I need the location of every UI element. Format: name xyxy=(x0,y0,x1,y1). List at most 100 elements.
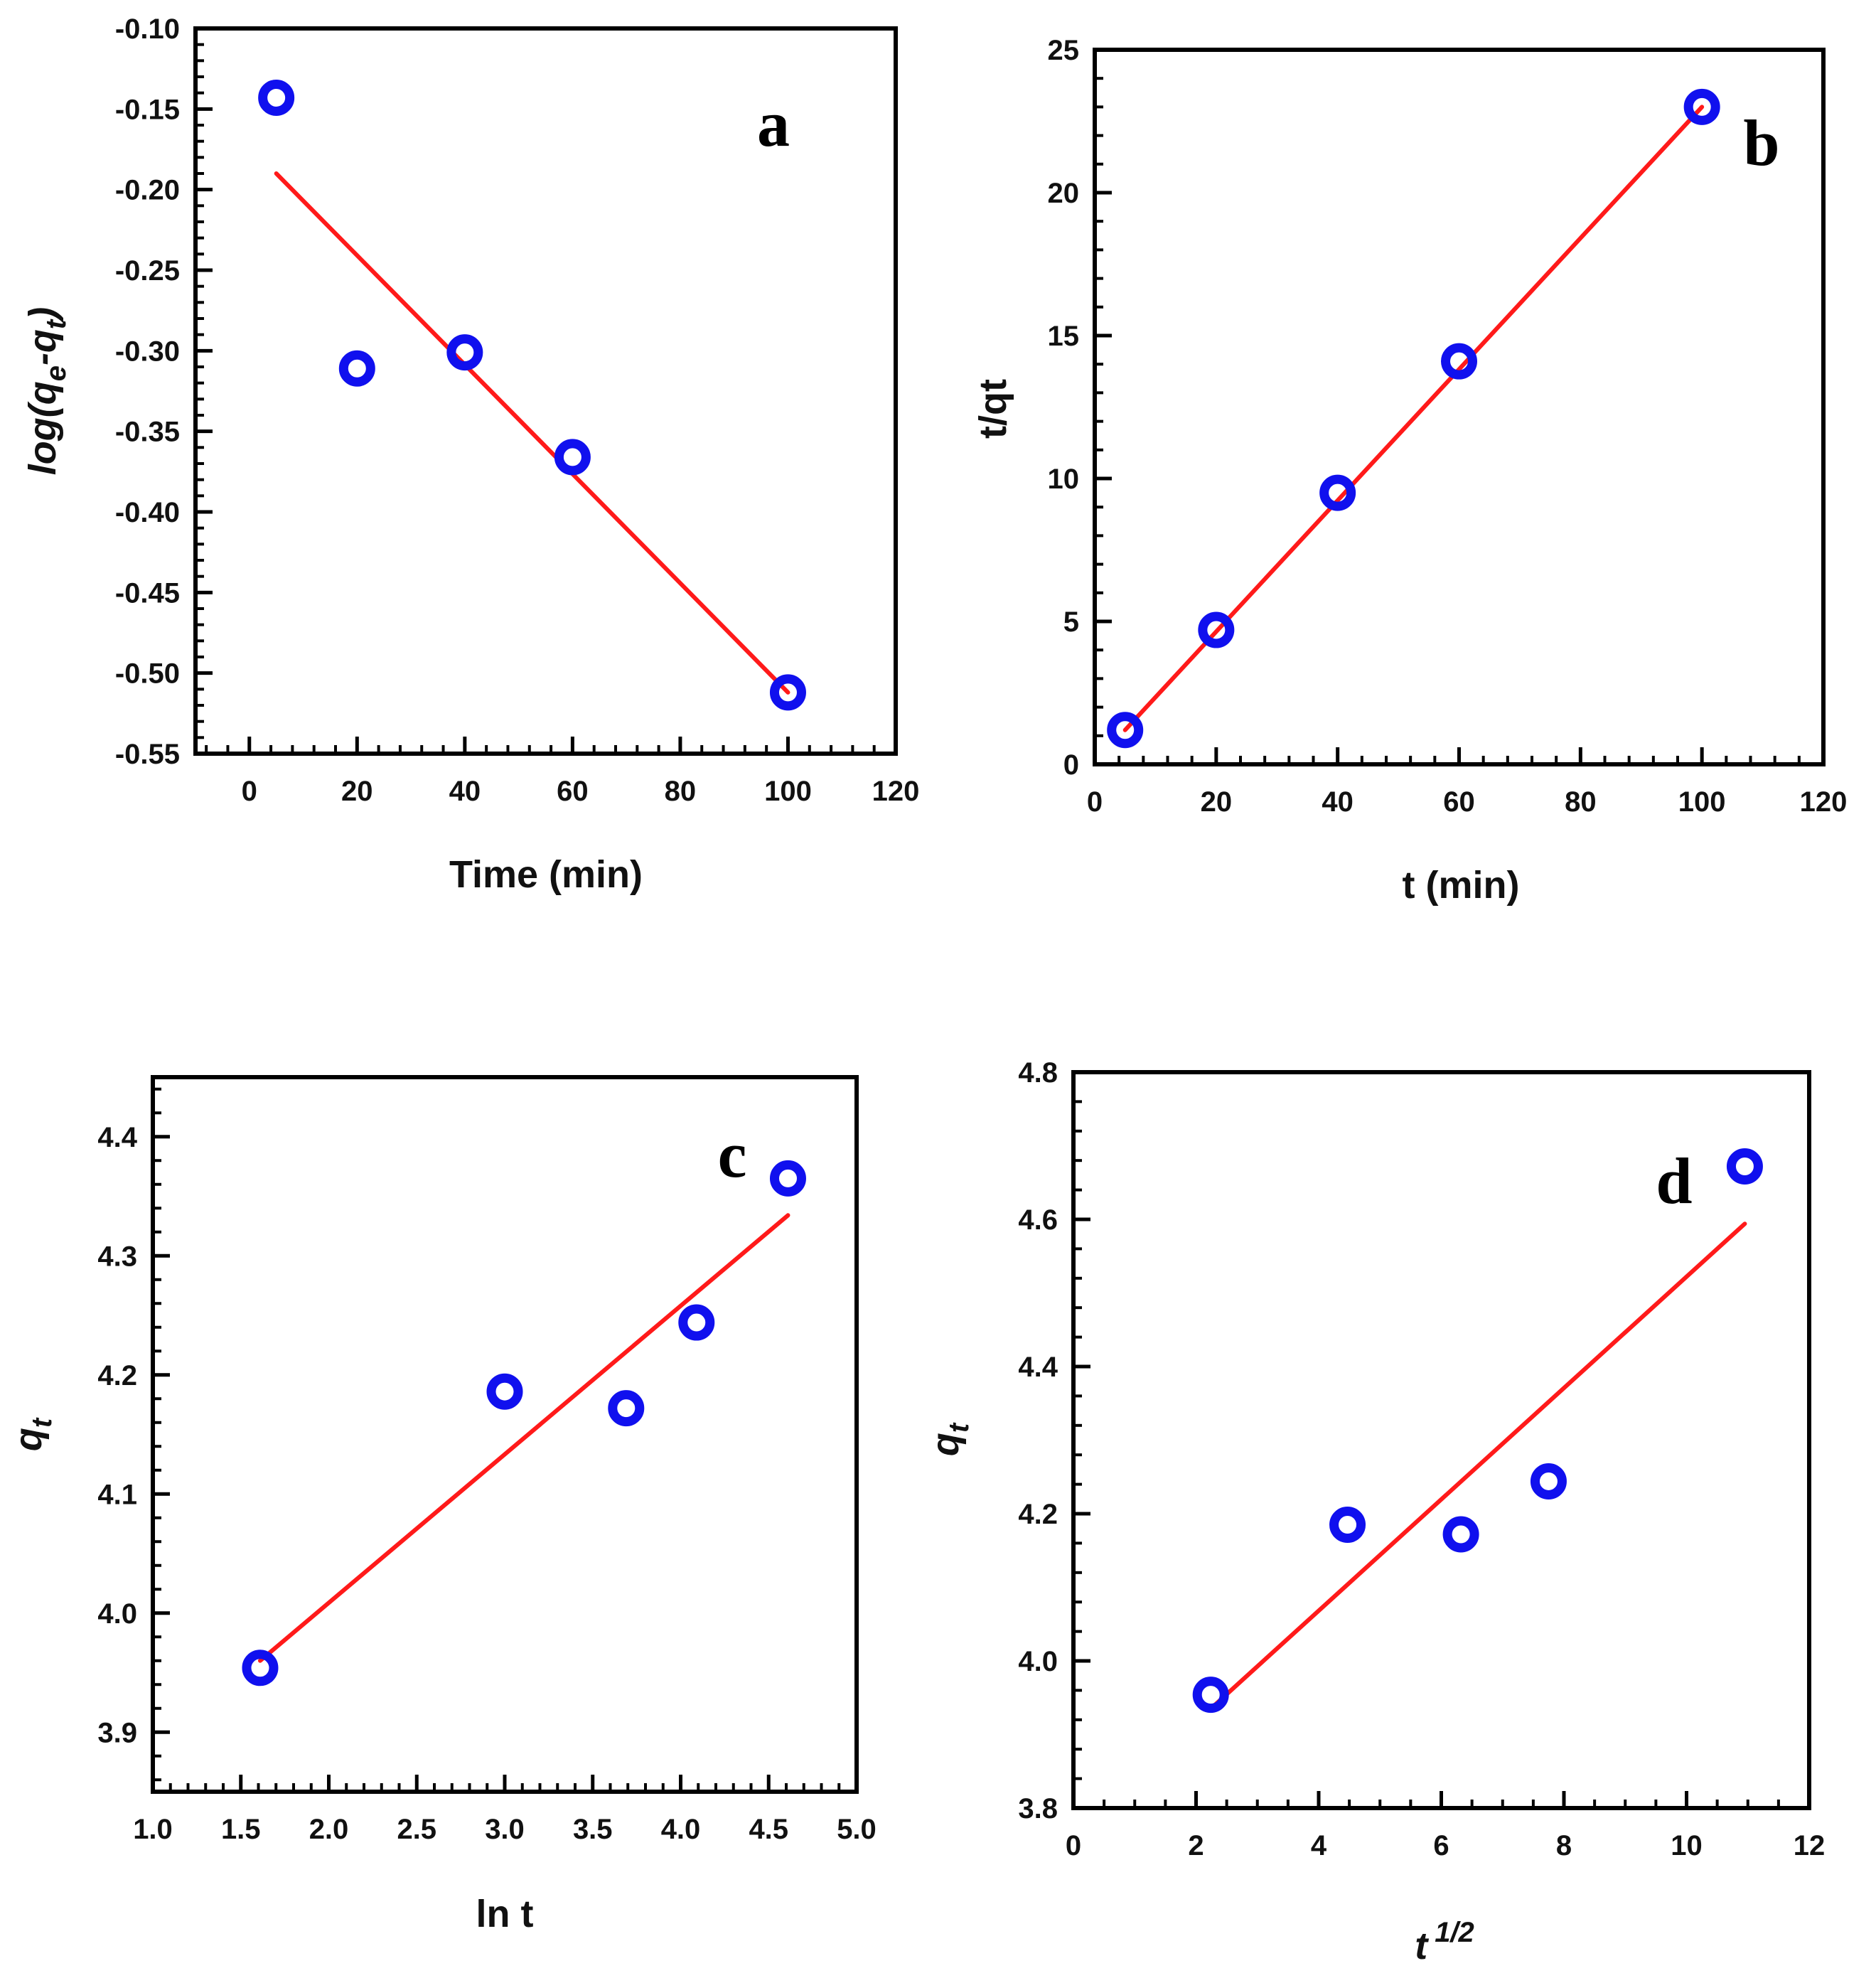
panel-a-y-tick-label: -0.15 xyxy=(115,94,180,125)
panel-d-x-axis-title: t 1/2 xyxy=(1415,1917,1474,1967)
panel-c-x-tick-label: 2.0 xyxy=(309,1814,349,1845)
panel-d-x-tick-label: 10 xyxy=(1671,1830,1703,1861)
panel-a-label: a xyxy=(757,87,790,160)
panel-c-x-tick-label: 4.5 xyxy=(749,1814,788,1845)
panel-b-major-ticks xyxy=(1093,48,1826,766)
panel-b-x-tick-label: 100 xyxy=(1678,786,1726,818)
panel-d-y-tick-label: 4.8 xyxy=(1018,1057,1058,1089)
panel-c-y-axis-title: qt xyxy=(7,1417,58,1451)
panel-a-x-tick-label: 100 xyxy=(764,776,812,807)
panel-b-data-points xyxy=(1107,88,1720,749)
panel-d-y-tick-label: 4.6 xyxy=(1018,1204,1058,1236)
panel-a-y-title-subscript: t xyxy=(41,319,72,329)
panel-a-y-title-part: log(q xyxy=(21,381,64,475)
panel-c-y-tick-label: 4.2 xyxy=(97,1360,137,1391)
panel-a-y-tick-label: -0.25 xyxy=(115,255,180,287)
panel-d-x-tick-label: 6 xyxy=(1433,1830,1449,1861)
panel-b-y-axis-title: t/qt xyxy=(972,379,1014,439)
panel-a-data-point xyxy=(338,350,375,387)
panel-d: 0 2 4 6 8 10 12 3.8 4.0 4.2 4.4 4.6 4.8 … xyxy=(924,1057,1825,1967)
panel-b-fit-line xyxy=(1122,105,1705,732)
panel-b-minor-ticks xyxy=(1093,48,1825,766)
panel-c-x-tick-label: 2.5 xyxy=(397,1814,436,1845)
panel-a-y-title-subscript: e xyxy=(41,365,72,381)
panel-b-data-point xyxy=(1198,611,1235,648)
panel-c-x-tick-label: 1.0 xyxy=(133,1814,173,1845)
panel-d-y-tick-label: 3.8 xyxy=(1018,1793,1058,1824)
panel-c-y-tick-label: 4.3 xyxy=(97,1241,137,1272)
panel-b-data-point xyxy=(1683,88,1720,125)
panel-b-y-tick-labels: 0 5 10 15 20 25 xyxy=(1048,35,1080,781)
panel-b-y-tick-label: 0 xyxy=(1063,749,1079,781)
panel-c-x-tick-label: 1.5 xyxy=(221,1814,261,1845)
panel-d-x-tick-label: 8 xyxy=(1556,1830,1572,1861)
panel-a-data-points xyxy=(258,79,806,711)
panel-d-minor-ticks xyxy=(1072,1071,1811,1809)
panel-a-minor-ticks xyxy=(195,27,897,755)
panel-a-y-title-part: -q xyxy=(21,329,64,365)
panel-c-data-points xyxy=(242,1160,806,1686)
panel-a-y-tick-label: -0.50 xyxy=(115,658,180,690)
panel-d-y-tick-label: 4.2 xyxy=(1018,1499,1058,1530)
panel-c-data-point xyxy=(678,1304,715,1341)
panel-a-y-tick-label: -0.40 xyxy=(115,497,180,528)
panel-c-y-tick-label: 4.4 xyxy=(97,1122,137,1153)
panel-d-x-title-superscript: 1/2 xyxy=(1435,1917,1474,1948)
panel-b-data-point xyxy=(1441,343,1477,380)
panel-b-x-tick-label: 20 xyxy=(1201,786,1233,818)
panel-d-data-point xyxy=(1726,1148,1763,1185)
panel-d-y-axis-title: qt xyxy=(924,1422,975,1456)
panel-a-x-axis-title: Time (min) xyxy=(449,853,643,896)
panel-b-x-tick-label: 80 xyxy=(1565,786,1597,818)
panel-a-y-axis-title: log(qe-qt) xyxy=(21,307,72,475)
panel-c-x-tick-label: 3.5 xyxy=(573,1814,613,1845)
panel-a-y-tick-label: -0.55 xyxy=(115,739,180,770)
panel-b-x-tick-labels: 0 20 40 60 80 100 120 xyxy=(1087,786,1848,818)
panel-d-y-tick-label: 4.0 xyxy=(1018,1646,1058,1677)
panel-a-fit-line xyxy=(274,171,790,695)
panel-c-data-point xyxy=(486,1373,523,1410)
panel-c-label: c xyxy=(718,1118,747,1191)
panel-c-y-tick-label: 4.0 xyxy=(97,1598,137,1630)
panel-d-data-point xyxy=(1192,1677,1229,1714)
panel-d-fit-line xyxy=(1208,1221,1747,1711)
panel-a-x-tick-label: 40 xyxy=(449,776,481,807)
panel-c-data-point xyxy=(769,1160,806,1197)
panel-a-data-point xyxy=(446,334,483,371)
panel-a-y-tick-label: -0.20 xyxy=(115,175,180,206)
panel-a-y-tick-label: -0.10 xyxy=(115,14,180,45)
panel-c-major-ticks xyxy=(151,1135,859,1792)
panel-d-x-tick-label: 2 xyxy=(1188,1830,1204,1861)
panel-d-plot-frame xyxy=(1071,1070,1811,1810)
panel-a-y-tick-labels: -0.55 -0.50 -0.45 -0.40 -0.35 -0.30 -0.2… xyxy=(115,14,180,770)
panel-a-x-tick-label: 120 xyxy=(872,776,920,807)
panel-a-x-tick-label: 20 xyxy=(341,776,373,807)
panel-b-data-point xyxy=(1319,474,1356,511)
panel-b-x-axis-title: t (min) xyxy=(1403,864,1520,907)
panel-b-y-tick-label: 5 xyxy=(1063,606,1079,638)
panel-b-y-tick-label: 15 xyxy=(1048,321,1080,352)
panel-c-data-point xyxy=(608,1390,645,1427)
panel-c-y-title-subscript: t xyxy=(26,1417,58,1428)
panel-b-y-tick-label: 20 xyxy=(1048,178,1080,209)
panel-a-x-tick-label: 0 xyxy=(242,776,257,807)
panel-d-data-point xyxy=(1442,1516,1479,1553)
panel-d-data-point xyxy=(1329,1507,1366,1544)
panel-d-x-tick-label: 12 xyxy=(1794,1830,1826,1861)
panel-b-plot-frame xyxy=(1093,48,1826,766)
panel-a-data-point xyxy=(258,79,295,116)
panel-b-x-tick-label: 60 xyxy=(1443,786,1475,818)
panel-a-y-tick-label: -0.45 xyxy=(115,577,180,609)
panel-d-x-tick-label: 0 xyxy=(1066,1830,1081,1861)
panel-a: 0 20 40 60 80 100 120 -0.55 -0.50 -0.45 … xyxy=(21,14,919,896)
panel-a-data-point xyxy=(554,439,591,476)
panel-d-data-points xyxy=(1192,1148,1763,1714)
panel-a-y-tick-label: -0.30 xyxy=(115,336,180,367)
panel-d-major-ticks xyxy=(1071,1070,1811,1810)
panel-c-y-tick-labels: 3.9 4.0 4.1 4.2 4.3 4.4 xyxy=(97,1122,137,1749)
panel-b-x-tick-label: 120 xyxy=(1800,786,1848,818)
panel-d-data-point xyxy=(1530,1463,1567,1499)
panel-b-x-tick-label: 40 xyxy=(1322,786,1354,818)
panel-c: 1.0 1.5 2.0 2.5 3.0 3.5 4.0 4.5 5.0 3.9 … xyxy=(7,1075,877,1935)
